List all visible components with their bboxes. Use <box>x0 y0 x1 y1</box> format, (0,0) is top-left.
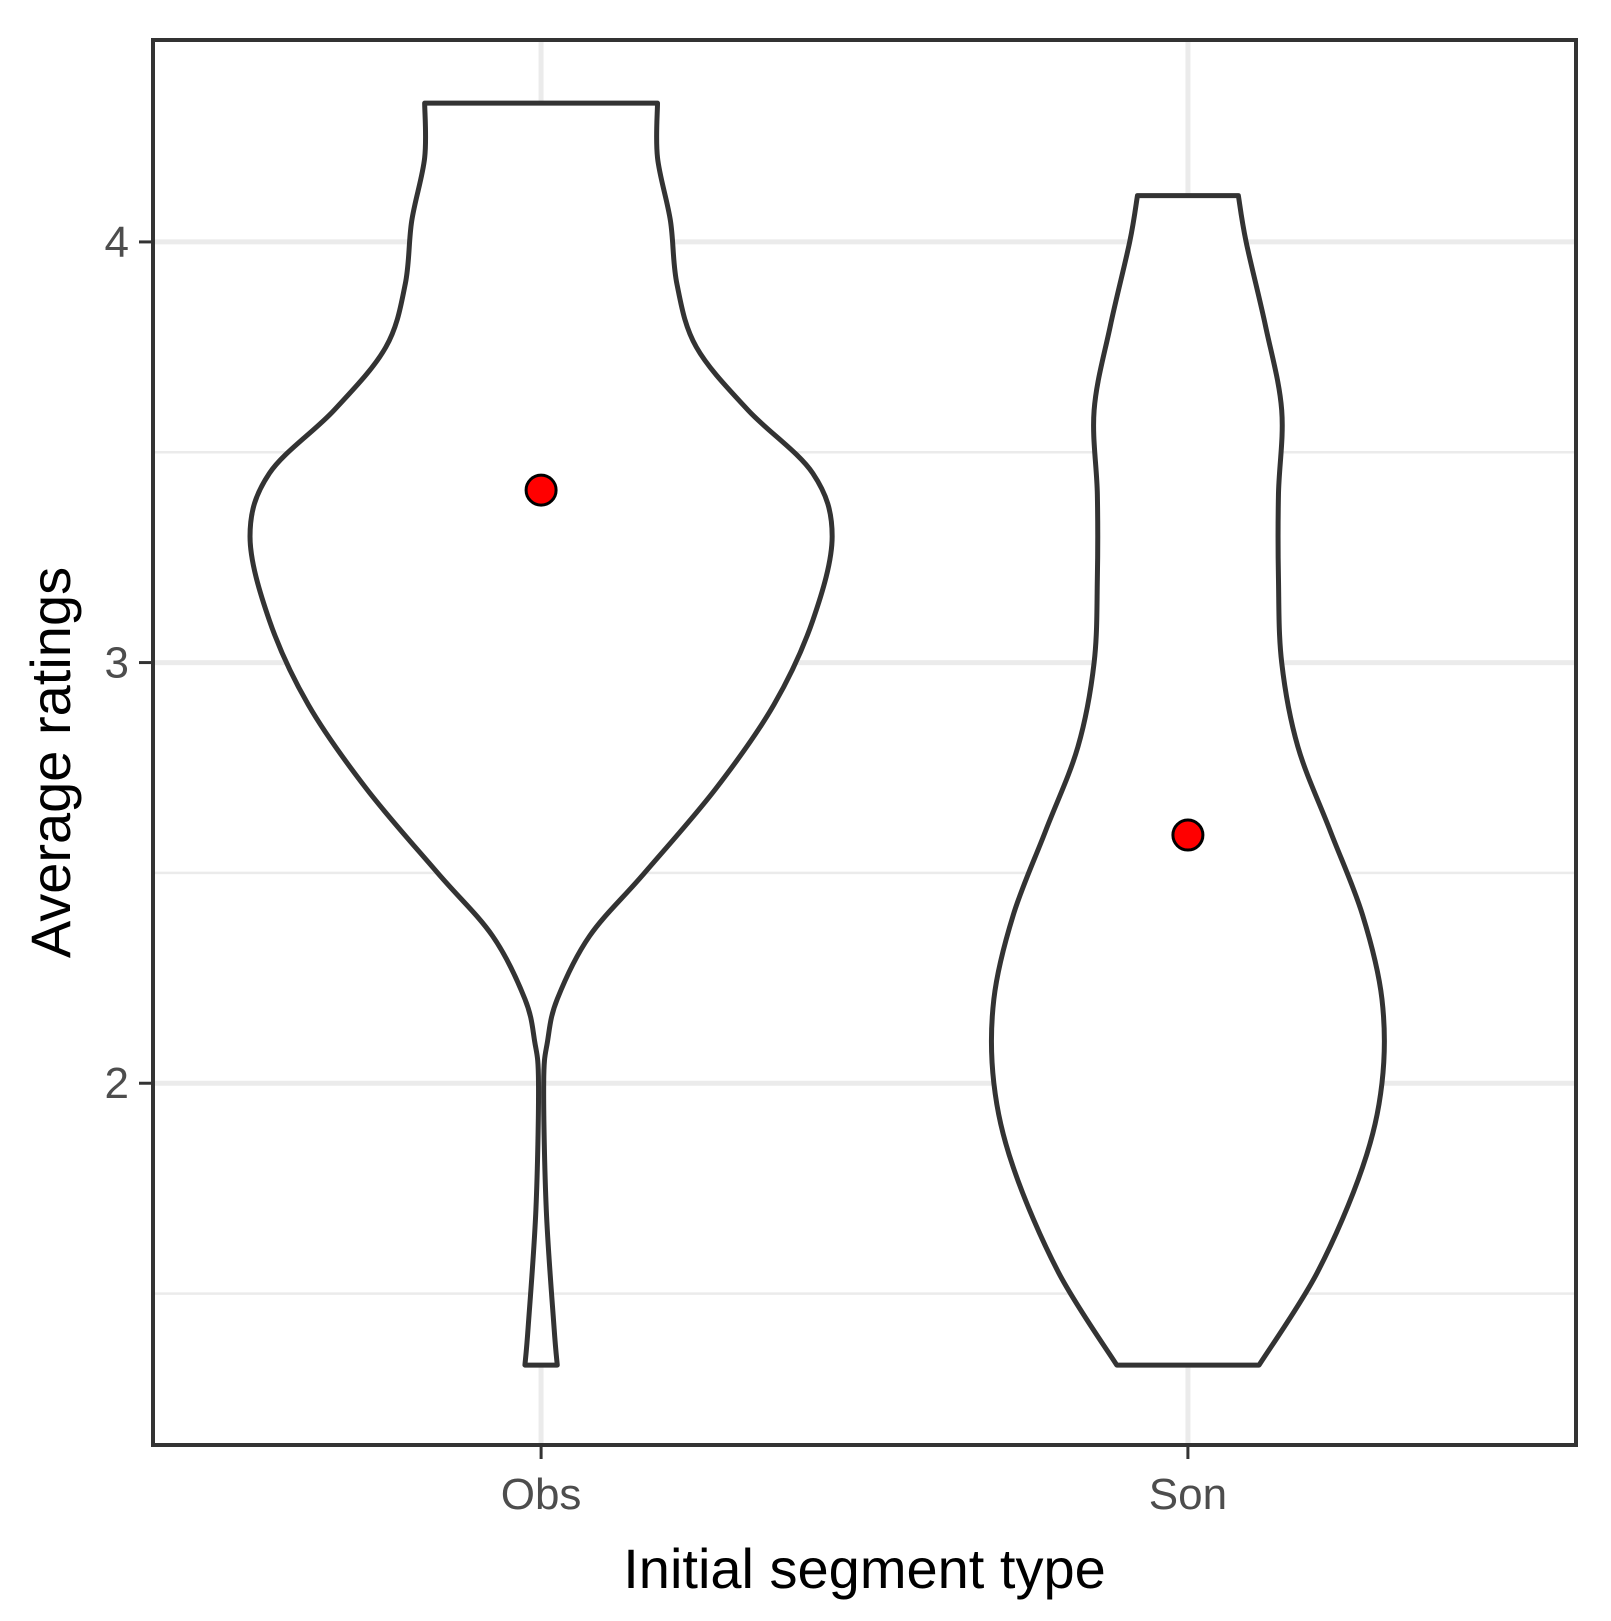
x-axis: Obs Son <box>501 1445 1227 1519</box>
x-tick-label-son: Son <box>1149 1470 1227 1519</box>
x-axis-title: Initial segment type <box>623 1537 1105 1600</box>
plot-panel-border <box>151 38 1578 1447</box>
mean-point-son <box>1171 818 1205 852</box>
y-axis-title: Average ratings <box>19 567 82 958</box>
mean-point-obs <box>524 473 558 507</box>
y-tick-label: 2 <box>105 1059 129 1108</box>
mean-points-layer <box>524 473 1205 852</box>
x-tick-label-obs: Obs <box>501 1470 582 1519</box>
y-axis: 2 3 4 <box>105 218 153 1108</box>
y-tick-label: 3 <box>105 639 129 688</box>
y-tick-label: 4 <box>105 218 129 267</box>
violin-layer <box>247 100 1387 1368</box>
violin-son <box>988 193 1387 1368</box>
violin-obs <box>247 100 835 1368</box>
